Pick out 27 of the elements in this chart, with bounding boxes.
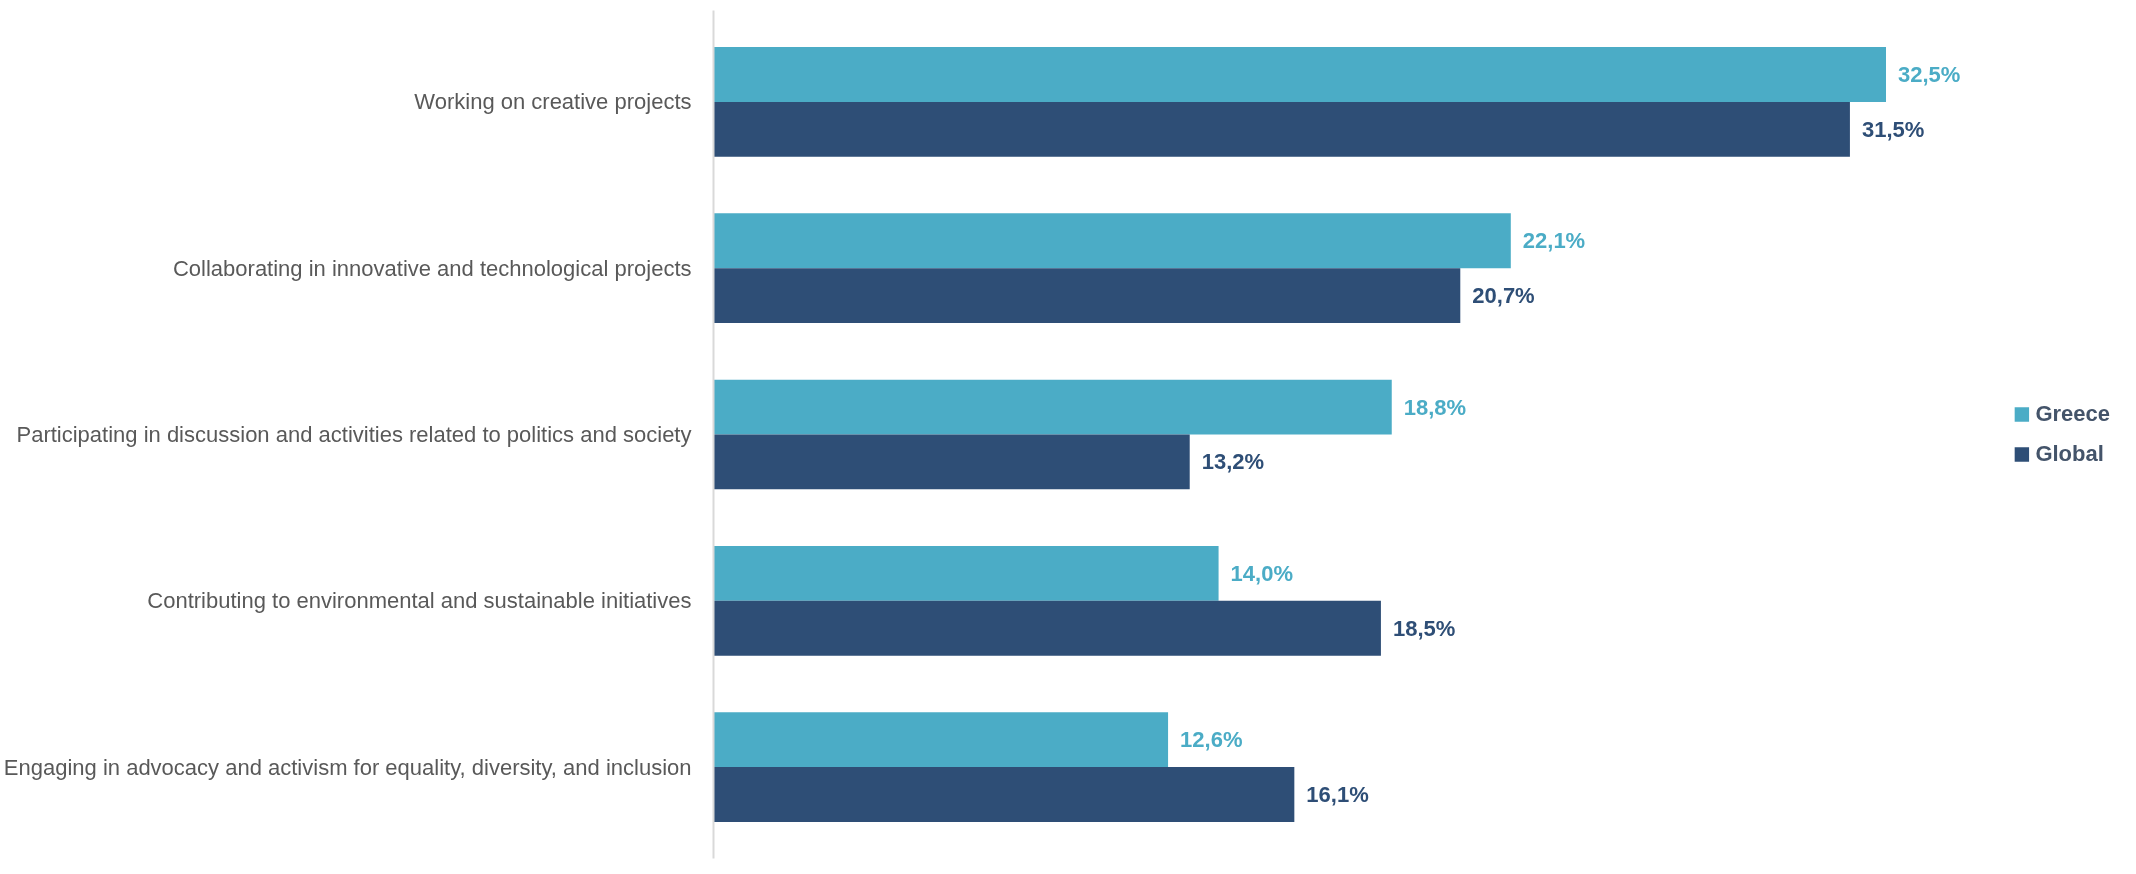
data-label: 12,6%: [1180, 727, 1243, 753]
data-label: 14,0%: [1230, 560, 1293, 586]
bar: [713, 379, 1392, 435]
data-label: 18,8%: [1403, 394, 1467, 420]
data-label: 32,5%: [1898, 62, 1961, 88]
legend-label: Global: [2035, 441, 2104, 467]
bar: [713, 213, 1511, 269]
bar: [713, 545, 1219, 601]
y-tick-label: Working on creative projects: [414, 89, 692, 115]
data-label: 16,1%: [1306, 781, 1369, 807]
data-label: 22,1%: [1522, 228, 1586, 254]
bar: [713, 47, 1886, 102]
data-label: 18,5%: [1392, 615, 1456, 641]
bar: [713, 268, 1461, 324]
bar: [713, 767, 1295, 822]
data-label: 20,7%: [1472, 283, 1535, 309]
y-tick-label: Contributing to environmental and sustainable initiatives: [147, 588, 692, 614]
y-tick-label: Participating in discussion and activities related to politics and society: [16, 422, 692, 447]
data-label: 31,5%: [1861, 116, 1925, 142]
bar: [713, 600, 1381, 656]
y-tick-label: Collaborating in innovative and technological projects: [172, 255, 692, 281]
data-label: 13,2%: [1201, 449, 1265, 475]
bar: [713, 434, 1190, 490]
legend-label: Greece: [2035, 401, 2110, 427]
bar: [713, 101, 1850, 157]
y-tick-label: Engaging in advocacy and activism for equality, diversity, and inclusion: [3, 754, 692, 780]
bar: [713, 712, 1169, 768]
